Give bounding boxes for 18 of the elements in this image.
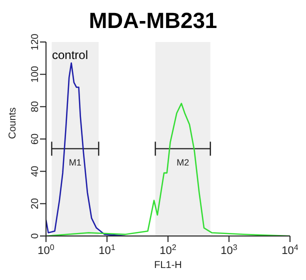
annotation: control (52, 48, 88, 62)
y-tick-label: 20 (30, 198, 41, 210)
chart-title: MDA-MB231 (88, 8, 218, 34)
x-axis-title: FL1-H (154, 260, 182, 271)
x-tick-label: 10$^{0}$ (38, 242, 55, 257)
y-tick-label: 120 (30, 33, 41, 50)
y-tick-label: 80 (30, 100, 41, 112)
band-label: M1 (68, 158, 82, 168)
band-label: M2 (176, 158, 190, 168)
y-tick-label: 40 (30, 165, 41, 177)
y-tick-label: 100 (30, 66, 41, 83)
y-tick-label: 0 (30, 232, 41, 239)
x-tick-label: 10$^{2}$ (160, 242, 177, 257)
x-tick-label: 10$^{1}$ (98, 242, 116, 257)
x-tick-label: 10$^{4}$ (282, 242, 299, 257)
y-axis-title: Counts (8, 107, 19, 139)
y-tick-label: 60 (30, 133, 41, 145)
x-tick-label: 10$^{3}$ (220, 242, 238, 257)
